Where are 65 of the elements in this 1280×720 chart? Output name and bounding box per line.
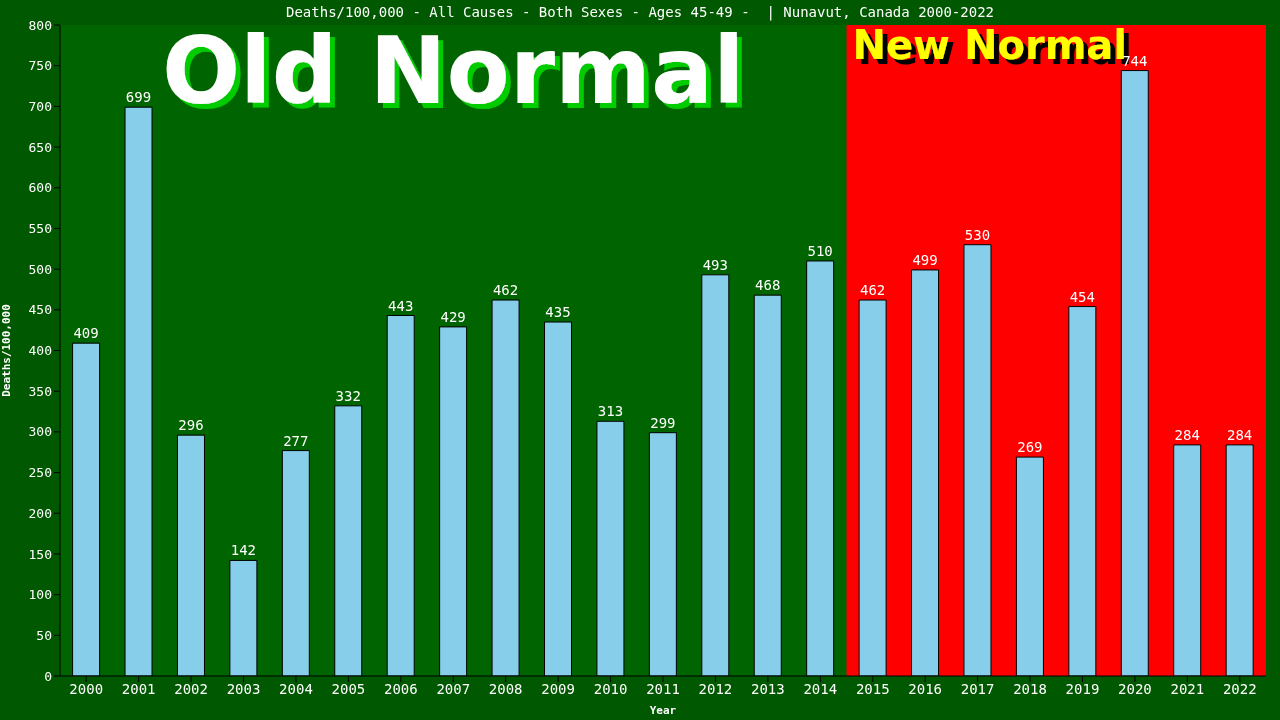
x-tick-label: 2008 bbox=[488, 680, 523, 697]
data-label: 530 bbox=[964, 226, 991, 243]
y-tick-label: 650 bbox=[28, 139, 52, 155]
data-label: 269 bbox=[1017, 439, 1043, 456]
chart-title: Deaths/100,000 - All Causes - Both Sexes - Ages 45-49 - | Nunavut, Canada 2000-2022 bbox=[285, 4, 994, 20]
data-label: 429 bbox=[440, 308, 466, 325]
x-tick-label: 2007 bbox=[436, 680, 471, 697]
x-tick-label: 2001 bbox=[121, 680, 156, 697]
x-tick-label: 2002 bbox=[174, 680, 208, 697]
data-label: 409 bbox=[73, 325, 99, 342]
y-tick-label: 150 bbox=[28, 546, 52, 562]
y-tick-label: 200 bbox=[28, 505, 52, 521]
y-tick-label: 550 bbox=[28, 221, 52, 237]
y-tick-label: 750 bbox=[28, 58, 52, 74]
x-tick-label: 2011 bbox=[646, 680, 680, 697]
y-tick-label: 300 bbox=[28, 424, 52, 440]
x-tick-label: 2018 bbox=[1013, 680, 1047, 697]
data-label: 142 bbox=[230, 542, 257, 559]
y-tick-label: 50 bbox=[36, 627, 52, 643]
data-label: 284 bbox=[1227, 426, 1253, 443]
x-axis-title: Year bbox=[649, 704, 677, 717]
x-tick-label: 2019 bbox=[1065, 680, 1100, 697]
y-tick-label: 500 bbox=[28, 261, 52, 277]
x-tick-label: 2006 bbox=[383, 680, 418, 697]
x-tick-label: 2003 bbox=[226, 680, 261, 697]
x-tick-label: 2014 bbox=[803, 680, 838, 697]
x-tick-label: 2009 bbox=[541, 680, 575, 697]
data-label: 435 bbox=[545, 304, 571, 321]
x-tick-label: 2010 bbox=[593, 680, 628, 697]
x-tick-label: 2015 bbox=[855, 680, 890, 697]
data-label: 462 bbox=[492, 282, 519, 299]
data-label: 332 bbox=[335, 387, 361, 404]
x-tick-label: 2017 bbox=[960, 680, 995, 697]
data-label: 296 bbox=[178, 417, 204, 434]
data-label: 313 bbox=[597, 403, 624, 420]
data-label: 510 bbox=[807, 242, 833, 259]
x-tick-label: 2005 bbox=[331, 680, 366, 697]
y-tick-label: 250 bbox=[28, 465, 52, 481]
y-tick-label: 0 bbox=[44, 668, 52, 684]
data-label: 462 bbox=[859, 282, 886, 299]
data-label: 277 bbox=[283, 432, 309, 449]
x-tick-label: 2013 bbox=[751, 680, 785, 697]
y-tick-label: 800 bbox=[28, 17, 52, 33]
y-tick-label: 700 bbox=[28, 98, 52, 114]
data-label: 454 bbox=[1069, 288, 1095, 305]
x-tick-label: 2012 bbox=[698, 680, 733, 697]
x-tick-label: 2022 bbox=[1222, 680, 1257, 697]
data-label: 299 bbox=[650, 414, 676, 431]
x-tick-label: 2020 bbox=[1118, 680, 1152, 697]
y-tick-label: 350 bbox=[28, 383, 52, 399]
y-tick-label: 600 bbox=[28, 180, 52, 196]
x-tick-label: 2004 bbox=[279, 680, 313, 697]
x-tick-label: 2016 bbox=[908, 680, 943, 697]
y-axis-title: Deaths/100,000 bbox=[0, 304, 13, 397]
data-label: 499 bbox=[912, 251, 938, 268]
data-label: 493 bbox=[702, 256, 728, 273]
x-tick-label: 2000 bbox=[69, 680, 104, 697]
x-tick-label: 2021 bbox=[1170, 680, 1205, 697]
data-label: 468 bbox=[755, 277, 781, 294]
data-label: 443 bbox=[388, 297, 414, 314]
data-label: 699 bbox=[125, 89, 152, 106]
data-label: 284 bbox=[1174, 426, 1200, 443]
y-tick-label: 450 bbox=[28, 302, 52, 318]
y-tick-label: 400 bbox=[28, 343, 52, 359]
y-tick-label: 100 bbox=[28, 587, 52, 603]
